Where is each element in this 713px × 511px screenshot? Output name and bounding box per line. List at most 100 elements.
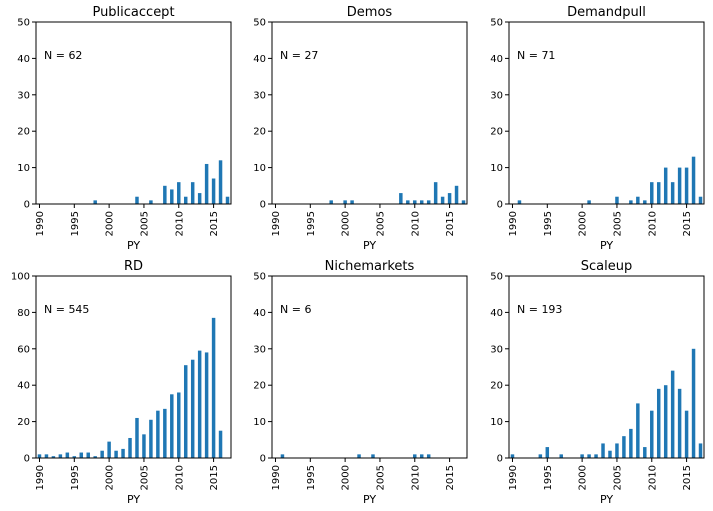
subplot-demandpull: 0 10 20 30 40 50 1990 1995 2000 2005 2010 2015 Deman…	[490, 5, 705, 252]
x-tick-label: 2015	[209, 465, 220, 490]
y-tick-label: 0	[260, 454, 266, 465]
bar	[114, 450, 118, 458]
y-tick-label: 40	[253, 308, 266, 319]
y-tick-label: 50	[490, 272, 503, 283]
y-tick-label: 40	[17, 54, 30, 65]
bar	[107, 441, 111, 458]
bar	[204, 163, 209, 204]
bar	[419, 200, 424, 204]
x-tick-label: 2015	[682, 211, 693, 236]
x-tick-label: 2005	[612, 465, 623, 490]
bar	[636, 403, 640, 458]
x-axis-label: PY	[600, 493, 613, 506]
bar	[51, 456, 56, 458]
x-tick-label: 2005	[375, 211, 386, 236]
x-axis-label: PY	[600, 239, 613, 252]
x-tick-label: 2015	[682, 465, 693, 490]
x-axis-label: PY	[363, 493, 376, 506]
sample-size-annotation: N = 71	[517, 49, 555, 62]
bar	[426, 200, 431, 204]
bar	[698, 443, 703, 458]
bar	[183, 196, 188, 204]
y-tick-label: 50	[253, 18, 266, 29]
x-tick-label: 2015	[445, 211, 456, 236]
bar	[135, 417, 139, 458]
bar	[371, 454, 375, 458]
bar	[433, 182, 438, 204]
bar	[454, 185, 459, 204]
bar	[225, 196, 230, 204]
bar	[218, 160, 223, 204]
bar	[170, 394, 174, 458]
subplot-title: Nichemarkets	[325, 259, 415, 274]
x-tick-label: 2010	[410, 465, 421, 490]
bar	[177, 182, 181, 204]
bar	[650, 410, 654, 458]
y-tick-label: 40	[253, 54, 266, 65]
bar	[677, 388, 682, 458]
subplot-demos: 0 10 20 30 40 50 1990 1995 2000 2005 2010 2015 Demos…	[253, 5, 468, 252]
bar	[93, 200, 97, 204]
y-tick-label: 50	[17, 18, 30, 29]
bar	[517, 200, 522, 204]
y-tick-label: 40	[17, 381, 30, 392]
bar	[121, 448, 125, 458]
axes-frame	[271, 275, 468, 459]
bar	[135, 196, 139, 204]
bar	[156, 410, 160, 458]
bar	[350, 200, 354, 204]
x-tick-label: 2010	[647, 465, 658, 490]
y-tick-label: 10	[490, 163, 503, 174]
bar	[218, 430, 223, 458]
axes-frame	[508, 21, 705, 205]
bar	[670, 182, 675, 204]
y-tick-label: 80	[17, 308, 30, 319]
sample-size-annotation: N = 193	[517, 303, 562, 316]
axes-frame	[35, 21, 232, 205]
x-tick-label: 1995	[70, 465, 81, 490]
bar	[663, 167, 668, 204]
x-axis-label: PY	[127, 493, 140, 506]
y-tick-label: 40	[490, 308, 503, 319]
x-tick-label: 2005	[139, 465, 150, 490]
bar	[343, 200, 347, 204]
subplot-title: Demos	[347, 5, 393, 20]
x-tick-label: 1995	[306, 211, 317, 236]
subplot-title: Scaleup	[581, 259, 632, 274]
bar	[643, 447, 647, 458]
bar	[72, 456, 77, 458]
y-tick-label: 20	[490, 381, 503, 392]
x-tick-label: 1990	[508, 211, 519, 236]
bar	[37, 454, 42, 458]
sample-size-annotation: N = 6	[280, 303, 311, 316]
bar	[656, 182, 661, 204]
bar	[663, 385, 668, 458]
x-tick-label: 2005	[612, 211, 623, 236]
y-tick-label: 0	[24, 200, 30, 211]
x-tick-label: 2000	[578, 211, 589, 236]
x-axis-label: PY	[127, 239, 140, 252]
bar	[545, 447, 550, 458]
bar	[670, 370, 675, 458]
bar	[643, 200, 647, 204]
y-tick-label: 20	[17, 127, 30, 138]
bar	[698, 196, 703, 204]
x-tick-label: 2010	[647, 211, 658, 236]
bar	[204, 352, 209, 458]
bar	[79, 452, 84, 458]
bar	[163, 408, 167, 458]
subplot-title: Demandpull	[567, 5, 646, 20]
bar	[170, 189, 174, 204]
bar	[656, 388, 661, 458]
bar	[447, 193, 452, 204]
sample-size-annotation: N = 62	[44, 49, 82, 62]
y-tick-label: 60	[17, 344, 30, 355]
bar	[190, 359, 195, 458]
bar	[615, 196, 619, 204]
x-tick-label: 1995	[306, 465, 317, 490]
bar	[86, 452, 90, 458]
x-tick-label: 2010	[410, 211, 421, 236]
bar	[426, 454, 431, 458]
bar	[594, 454, 598, 458]
axes-frame	[271, 21, 468, 205]
